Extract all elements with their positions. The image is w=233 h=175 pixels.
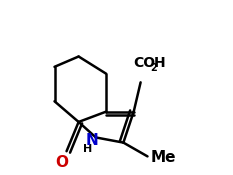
Text: H: H: [83, 144, 93, 154]
Text: Me: Me: [151, 150, 176, 165]
Text: 2: 2: [150, 63, 157, 73]
Text: H: H: [154, 56, 165, 70]
Text: CO: CO: [134, 56, 156, 70]
Text: N: N: [85, 132, 98, 148]
Text: O: O: [56, 155, 69, 170]
